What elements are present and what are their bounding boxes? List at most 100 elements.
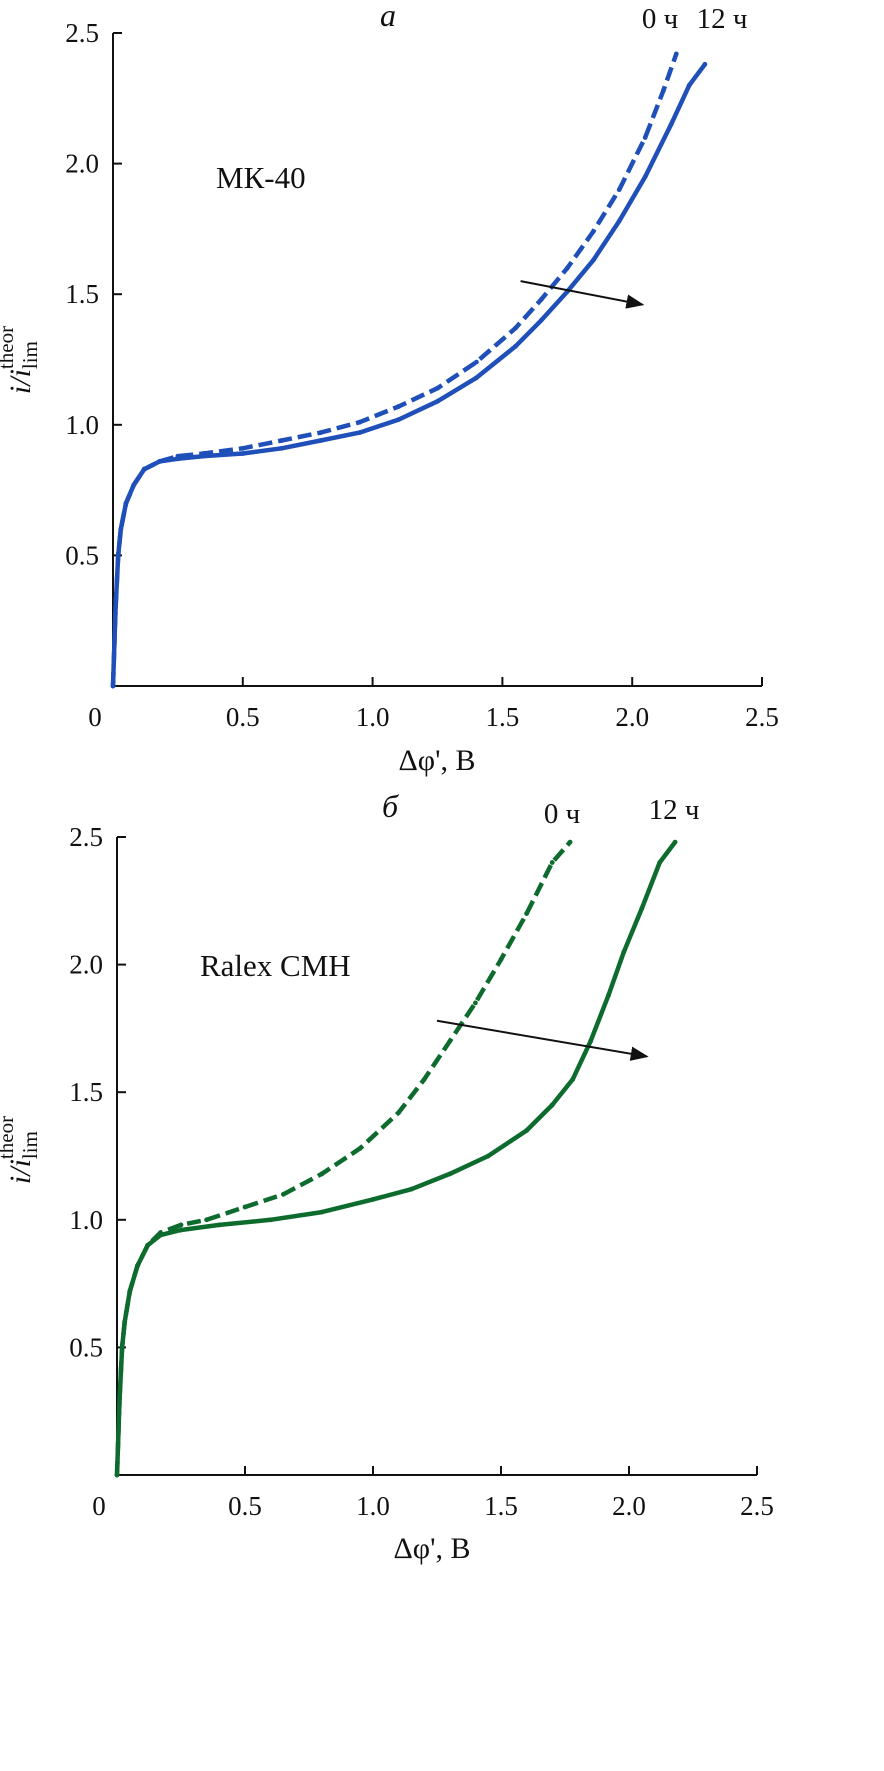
- x-axis-label: Δφ', В: [398, 744, 475, 777]
- data-point: [158, 1232, 163, 1238]
- y-label-main: i/i: [4, 369, 37, 394]
- data-point: [396, 417, 401, 422]
- data-point: [570, 1077, 576, 1082]
- series-group: [114, 839, 678, 1478]
- data-point: [590, 229, 596, 234]
- data-point: [549, 860, 555, 865]
- series-line-12h: [114, 840, 677, 1476]
- data-point: [175, 456, 181, 462]
- data-point: [135, 1263, 140, 1269]
- data-point: [113, 605, 118, 610]
- data-point: [485, 1153, 491, 1159]
- y-tick-label: 0.5: [69, 1332, 103, 1362]
- y-tick-label: 1.5: [65, 279, 99, 309]
- x-tick-label: 0: [92, 1491, 106, 1521]
- arrow-line: [436, 1019, 649, 1061]
- series-line-12h: [110, 62, 707, 687]
- data-point: [242, 1204, 248, 1210]
- y-tick-label: 2.0: [69, 950, 103, 980]
- data-point: [141, 466, 147, 472]
- series-line-0h: [110, 53, 679, 687]
- data-point: [616, 187, 622, 193]
- data-point: [409, 1186, 414, 1192]
- data-point: [318, 438, 324, 443]
- y-label-sub: lim: [18, 1131, 42, 1159]
- data-point: [396, 404, 401, 409]
- x-axis-label: Δφ', В: [393, 1532, 470, 1565]
- data-point: [118, 526, 124, 532]
- data-point: [240, 451, 246, 456]
- panel-label: а: [380, 0, 396, 33]
- y-tick-label: 2.0: [65, 149, 99, 179]
- x-tick-label: 1.0: [356, 702, 390, 732]
- data-point: [538, 297, 544, 302]
- data-point: [357, 1145, 363, 1151]
- series-label-0h: 0 ч: [544, 798, 580, 830]
- data-point: [642, 174, 648, 180]
- data-point: [115, 553, 121, 558]
- data-point: [702, 61, 708, 67]
- data-point: [672, 839, 678, 845]
- data-point: [319, 1209, 325, 1215]
- data-point: [657, 860, 663, 865]
- plot-area-a: 0 0.5 1.0 1.5 2.0 2.5 0.5 1.0 1.5 2.0 2.5: [65, 18, 779, 732]
- data-point: [240, 445, 246, 451]
- series-line-0h: [114, 840, 572, 1476]
- data-point: [157, 459, 163, 464]
- series-label-12h: 12 ч: [697, 3, 748, 35]
- y-axis-label: i/ilimtheor: [0, 326, 42, 394]
- y-label-main: i/i: [4, 1159, 37, 1184]
- x-tick-label: 2.5: [740, 1491, 774, 1521]
- data-point: [668, 122, 674, 127]
- data-point: [370, 1197, 376, 1202]
- data-point: [474, 375, 479, 381]
- y-tick-label: 1.0: [69, 1205, 103, 1235]
- trend-arrow: [436, 1019, 649, 1061]
- x-tick-label: 2.0: [612, 1491, 646, 1521]
- data-point: [549, 1102, 555, 1108]
- trend-arrow: [520, 280, 645, 309]
- data-point: [686, 82, 692, 88]
- y-tick-label: 2.5: [65, 18, 99, 48]
- data-point: [178, 1227, 184, 1233]
- y-tick-label: 1.0: [65, 410, 99, 440]
- data-point: [318, 430, 324, 435]
- data-point: [204, 1217, 210, 1223]
- data-point: [435, 385, 440, 391]
- data-point: [268, 1217, 273, 1223]
- data-point: [642, 135, 648, 140]
- y-label-sup: theor: [0, 326, 18, 369]
- data-point: [281, 1191, 286, 1197]
- plot-area-b: 0 0.5 1.0 1.5 2.0 2.5 0.5 1.0 1.5 2.0 2.5: [69, 822, 774, 1521]
- axis-ticks: 0 0.5 1.0 1.5 2.0 2.5 0.5 1.0 1.5 2.0 2.5: [65, 18, 779, 732]
- data-point: [447, 1038, 453, 1044]
- axis-ticks: 0 0.5 1.0 1.5 2.0 2.5 0.5 1.0 1.5 2.0 2.5: [69, 822, 774, 1521]
- data-point: [127, 1288, 133, 1294]
- y-axis-label: i/ilimtheor: [0, 1116, 42, 1184]
- chart-panel-a: 0 0.5 1.0 1.5 2.0 2.50.51.01.52.02.5 а МК-40 …: [0, 0, 779, 777]
- panel-label: б: [382, 788, 399, 824]
- data-point: [279, 445, 285, 451]
- x-tick-label: 1.5: [484, 1491, 518, 1521]
- series-label-12h: 12 ч: [649, 794, 700, 826]
- chart-panel-b: 0 0.5 1.0 1.5 2.0 2.5 0.5 1.0 1.5 2.0 2.5 б Ralex …: [0, 788, 774, 1565]
- data-point: [122, 1319, 128, 1325]
- data-point: [538, 317, 544, 323]
- y-tick-label: 0.5: [65, 540, 99, 570]
- data-point: [110, 683, 116, 689]
- data-point: [114, 1472, 120, 1478]
- data-point: [473, 1000, 478, 1006]
- data-point: [447, 1171, 453, 1177]
- data-point: [524, 911, 529, 916]
- data-point: [435, 398, 440, 404]
- data-point: [201, 453, 207, 459]
- data-point: [606, 992, 611, 998]
- data-point: [639, 906, 645, 911]
- data-point: [567, 839, 573, 845]
- membrane-label: МК-40: [216, 160, 306, 195]
- data-point: [564, 265, 570, 271]
- arrow-line: [520, 280, 645, 309]
- data-point: [513, 344, 518, 349]
- y-label-sup: theor: [0, 1116, 18, 1159]
